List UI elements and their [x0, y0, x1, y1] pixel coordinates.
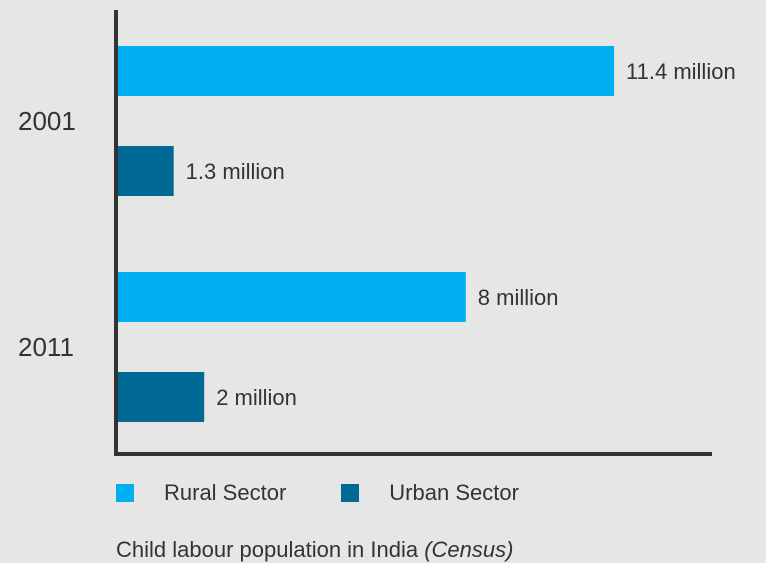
bar-value-label: 11.4 million [626, 59, 736, 84]
bar-value-label: 1.3 million [186, 159, 285, 184]
legend-swatch-urban [341, 484, 360, 502]
category-labels-group: 2001 2011 [18, 106, 76, 362]
legend-item-urban: Urban Sector [341, 480, 519, 506]
bar-rural-sector-2011 [117, 272, 466, 322]
legend: Rural Sector Urban Sector [116, 480, 574, 506]
category-label-2011: 2011 [18, 332, 74, 362]
bars-group [117, 46, 615, 422]
bar-value-label: 2 million [216, 385, 297, 410]
bar-rural-sector-2001 [117, 46, 615, 96]
legend-label-urban: Urban Sector [389, 480, 519, 505]
bar-value-label: 8 million [478, 285, 559, 310]
caption-main: Child labour population in India [116, 537, 425, 562]
bar-urban-sector-2001 [117, 146, 174, 196]
caption-source: (Census) [424, 537, 514, 562]
category-label-2001: 2001 [18, 106, 76, 136]
bar-urban-sector-2011 [117, 372, 205, 422]
legend-swatch-rural [116, 484, 134, 502]
chart-caption: Child labour population in India (Census… [116, 537, 513, 563]
legend-label-rural: Rural Sector [164, 480, 287, 505]
legend-item-rural: Rural Sector [116, 480, 286, 506]
bar-labels-group: 11.4 million 1.3 million 8 million 2 millio… [186, 59, 736, 410]
chart: 11.4 million 1.3 million 8 million 2 millio… [18, 10, 736, 456]
